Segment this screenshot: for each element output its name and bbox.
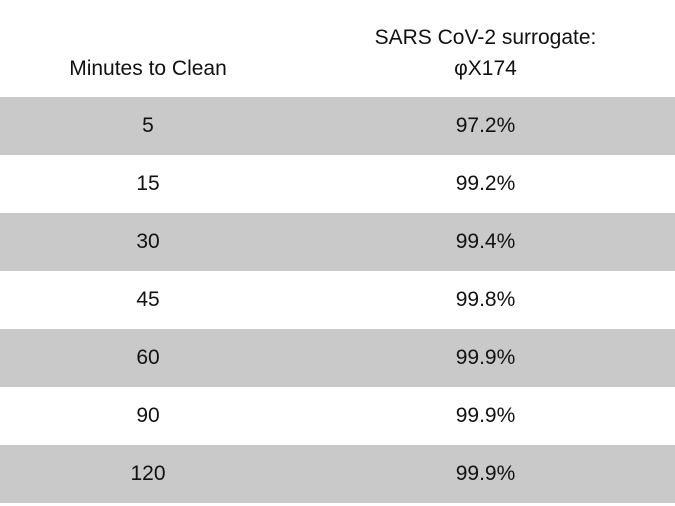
table-cell: 90 [0, 387, 296, 445]
cell-text: 15 [136, 172, 160, 195]
table-cell: 99.9% [296, 387, 675, 445]
cell-text: 90 [136, 404, 160, 427]
table-cell: 60 [0, 329, 296, 387]
table-cell: 120 [0, 445, 296, 503]
header-text: Minutes to Clean [69, 57, 227, 80]
cell-text: 99.4% [455, 230, 516, 253]
table-cell: 97.2% [296, 97, 675, 155]
cell-text: 97.2% [455, 114, 516, 137]
header-cell: SARS CoV-2 surrogate: φX174 [296, 20, 675, 84]
table-cell: 99.9% [296, 445, 675, 503]
table-row: 15 99.2% [0, 155, 675, 213]
table-row: 60 99.9% [0, 329, 675, 387]
header-cell: Minutes to Clean [0, 20, 296, 84]
header-text: φX174 [454, 57, 517, 80]
table-row: 5 97.2% [0, 97, 675, 155]
table-row: 120 99.9% [0, 445, 675, 503]
table-cell: 15 [0, 155, 296, 213]
cell-text: 99.9% [455, 404, 516, 427]
cell-text: 120 [130, 462, 166, 485]
header-text: SARS CoV-2 surrogate: [374, 26, 597, 49]
table-cell: 99.4% [296, 213, 675, 271]
table-cell: 99.2% [296, 155, 675, 213]
table-row: 30 99.4% [0, 213, 675, 271]
table-cell: 99.9% [296, 329, 675, 387]
cell-text: 30 [136, 230, 160, 253]
cell-text: 99.9% [455, 346, 516, 369]
cell-text: 99.9% [455, 462, 516, 485]
cell-text: 99.2% [455, 172, 516, 195]
table-cell: 99.8% [296, 271, 675, 329]
cell-text: 5 [142, 114, 154, 137]
cell-text: 60 [136, 346, 160, 369]
table-row: 90 99.9% [0, 387, 675, 445]
table-cell: 45 [0, 271, 296, 329]
table-row: 45 99.8% [0, 271, 675, 329]
table-cell: 30 [0, 213, 296, 271]
table-cell: 5 [0, 97, 296, 155]
cell-text: 45 [136, 288, 160, 311]
cell-text: 99.8% [455, 288, 516, 311]
